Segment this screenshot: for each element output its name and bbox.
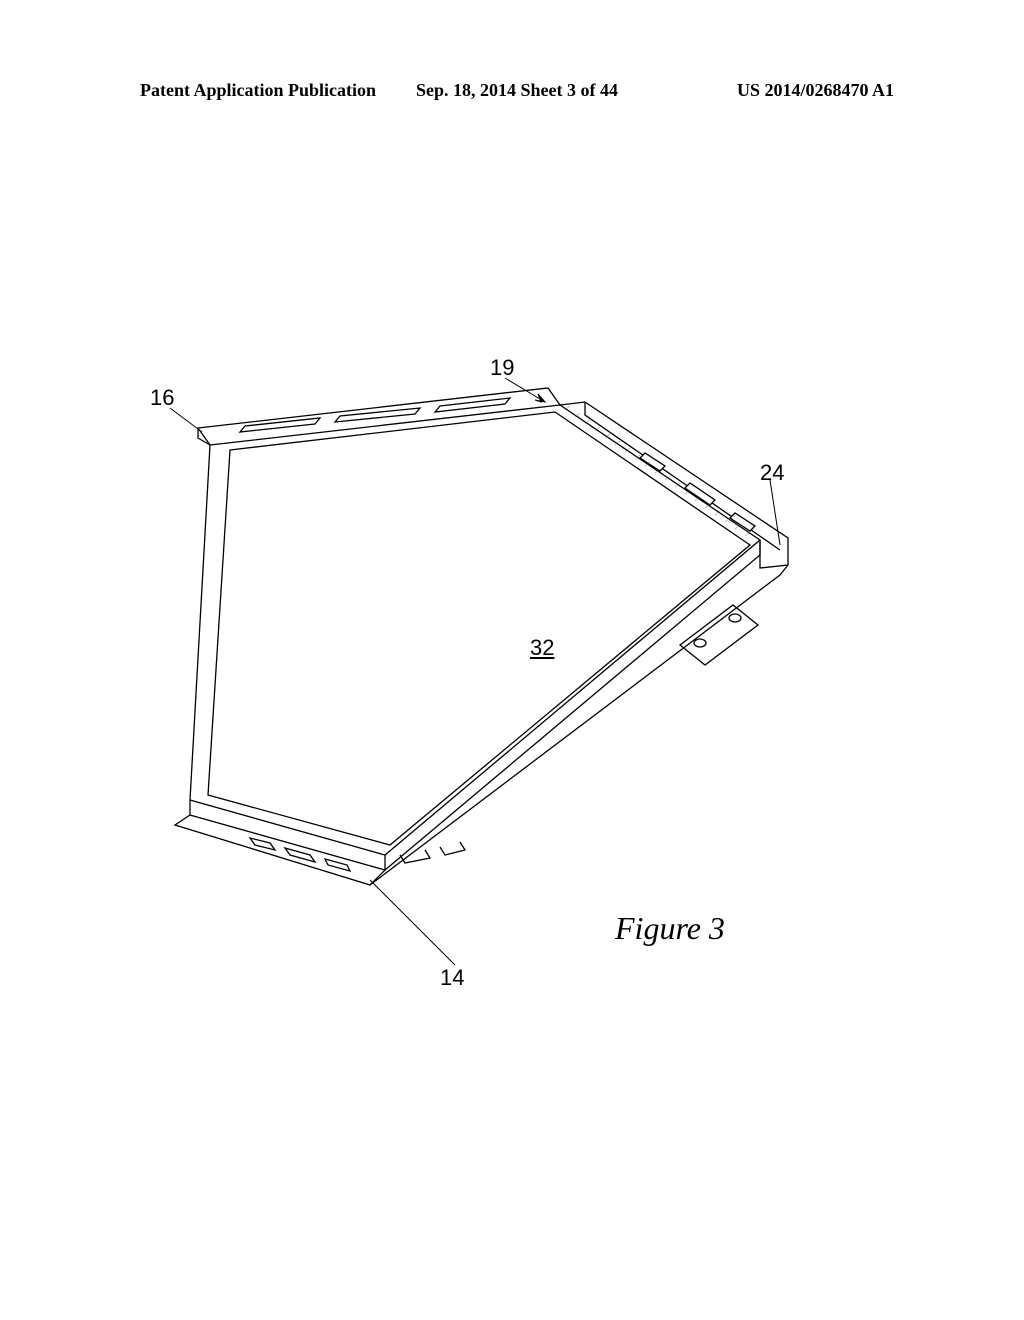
- part-label-24: 24: [760, 460, 784, 486]
- publication-type: Patent Application Publication: [140, 80, 391, 101]
- part-label-32: 32: [530, 635, 554, 661]
- part-label-14: 14: [440, 965, 464, 991]
- figure-3: 16 19 24 32 14 Figure 3: [140, 350, 880, 950]
- page-header: Patent Application Publication Sep. 18, …: [0, 80, 1024, 101]
- figure-caption: Figure 3: [615, 910, 725, 947]
- part-label-19: 19: [490, 355, 514, 381]
- publication-number: US 2014/0268470 A1: [643, 80, 894, 101]
- part-label-16: 16: [150, 385, 174, 411]
- date-sheet: Sep. 18, 2014 Sheet 3 of 44: [391, 80, 642, 101]
